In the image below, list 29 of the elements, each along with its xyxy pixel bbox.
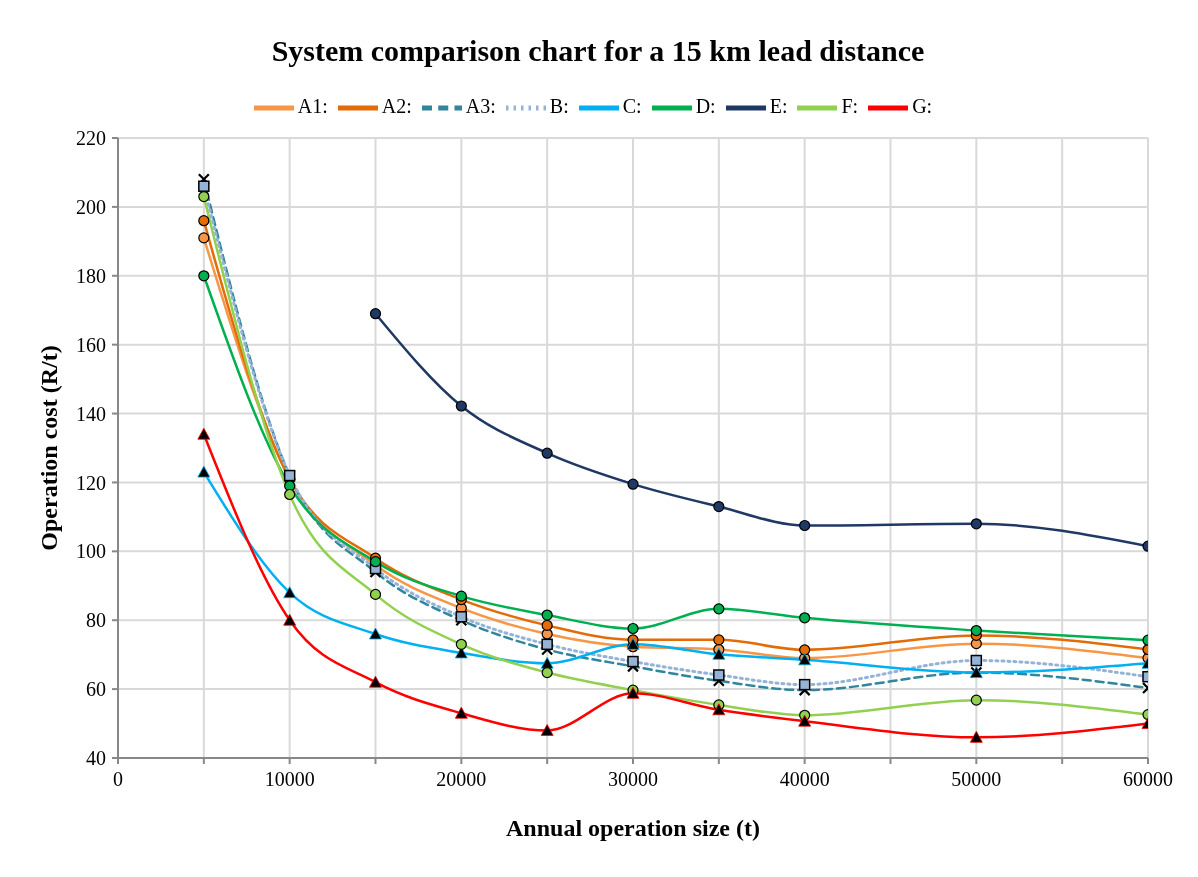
x-tick-label: 30000 <box>608 768 658 791</box>
x-tick-label: 50000 <box>951 768 1002 791</box>
x-tick-label: 60000 <box>1123 768 1173 791</box>
y-tick-label: 180 <box>76 264 106 287</box>
y-tick-label: 220 <box>76 127 106 150</box>
y-tick-label: 60 <box>86 678 106 701</box>
x-tick-label: 40000 <box>779 768 830 791</box>
legend-label: A1: <box>297 94 328 117</box>
x-tick-label: 20000 <box>436 768 487 791</box>
y-tick-label: 40 <box>86 747 106 770</box>
x-tick-label: 10000 <box>264 768 315 791</box>
y-tick-label: 80 <box>86 609 106 632</box>
x-tick-label: 0 <box>113 768 123 791</box>
y-tick-label: 200 <box>76 195 106 218</box>
y-tick-label: 140 <box>76 402 106 425</box>
legend-label: D: <box>695 94 716 117</box>
legend-label: A2: <box>381 94 412 117</box>
y-tick-label: 120 <box>76 471 106 494</box>
chart-title: System comparison chart for a 15 km lead distance <box>270 34 926 68</box>
x-axis-title: Annual operation size (t) <box>506 815 760 841</box>
legend-label: F: <box>841 94 859 117</box>
y-tick-label: 160 <box>76 333 106 356</box>
legend-label: C: <box>622 94 642 117</box>
legend-label: B: <box>549 94 569 117</box>
y-tick-label: 100 <box>76 540 106 563</box>
legend-label: G: <box>912 94 933 117</box>
legend-label: E: <box>769 94 788 117</box>
legend-label: A3: <box>465 94 496 117</box>
y-axis-title: Operation cost (R/t) <box>35 345 62 551</box>
